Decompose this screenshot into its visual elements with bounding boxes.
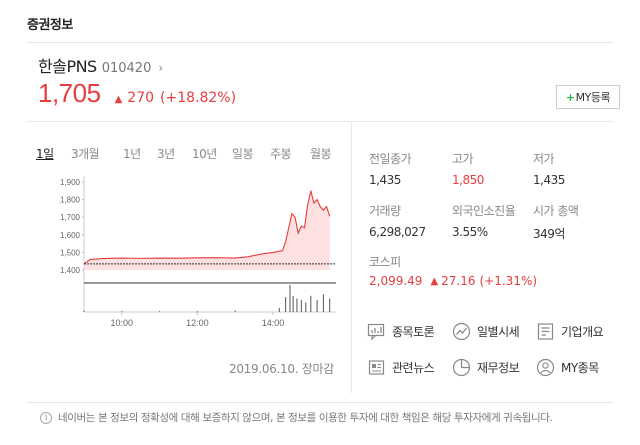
stat-high: 고가 1,850 (452, 150, 484, 187)
stat-market-cap: 시가 총액 349억 (533, 202, 579, 242)
link-discussion[interactable]: 종목토론 (367, 322, 435, 341)
up-triangle-icon: ▲ (114, 94, 123, 105)
link-financial-info[interactable]: 재무정보 (452, 358, 520, 377)
link-daily-price[interactable]: 일별시세 (452, 322, 520, 341)
link-related-news[interactable]: 관련뉴스 (367, 358, 435, 377)
stat-foreign-ratio: 외국인소진율 3.55% (452, 202, 516, 239)
tab-1day[interactable]: 1일 (36, 147, 54, 161)
tab-3years[interactable]: 3년 (157, 147, 175, 161)
intraday-chart[interactable]: 1,900 1,800 1,700 1,600 1,500 1,400 10:00 12:00… (40, 170, 340, 330)
stat-value: 349억 (533, 227, 565, 241)
link-label: 기업개요 (561, 325, 604, 339)
chart-date: 2019.06.10. 장마감 (229, 362, 334, 376)
chart-y-tick-label: 1,900 (60, 178, 81, 187)
chart-x-tick-label: 12:00 (186, 318, 209, 328)
stat-label: 거래량 (369, 204, 401, 218)
link-label: 재무정보 (477, 361, 520, 375)
current-price: 1,705 (38, 78, 101, 108)
info-icon: i (40, 411, 52, 424)
link-label: MY종목 (561, 361, 599, 375)
stat-value: 6,298,027 (369, 225, 426, 239)
link-label: 일별시세 (477, 325, 520, 339)
tab-weekly-candle[interactable]: 주봉 (270, 147, 292, 161)
link-my-stocks[interactable]: MY종목 (536, 358, 599, 377)
index-value-row: 2,099.49 ▲ 27.16 (+1.31%) (369, 274, 537, 288)
chart-y-tick-label: 1,800 (60, 196, 81, 205)
chart-y-tick-label: 1,600 (60, 231, 81, 240)
company-icon (536, 322, 555, 341)
chevron-right-icon[interactable]: › (158, 61, 164, 75)
stat-value: 3.55% (452, 225, 488, 239)
middle-divider (27, 121, 613, 122)
stat-prev-close: 전일종가 1,435 (369, 150, 412, 187)
index-change: 27.16 (441, 274, 476, 288)
chart-x-tick-label: 10:00 (111, 318, 134, 328)
chart-y-tick-label: 1,500 (60, 248, 81, 257)
stat-label: 시가 총액 (533, 204, 579, 218)
link-company-overview[interactable]: 기업개요 (536, 322, 604, 341)
stock-header-link[interactable]: 한솔PNS 010420 › (38, 53, 163, 77)
link-label: 관련뉴스 (392, 361, 435, 375)
plus-icon: + (565, 90, 575, 104)
chart-price-area (84, 190, 330, 270)
pie-icon (452, 358, 471, 377)
top-divider (27, 42, 613, 43)
disclaimer-text: 네이버는 본 정보의 정확성에 대해 보증하지 않으며, 본 정보를 이용한 투… (58, 412, 553, 424)
index-label-block: 코스피 (369, 253, 401, 276)
price-row: 1,705 ▲ 270 (+18.82%) (38, 78, 236, 109)
vertical-divider (351, 121, 352, 393)
stat-value: 1,435 (533, 173, 565, 187)
stat-label: 전일종가 (369, 152, 412, 166)
tab-3months[interactable]: 3개월 (71, 147, 100, 161)
index-label: 코스피 (369, 255, 401, 269)
stat-value: 1,850 (452, 173, 484, 187)
index-change-percent: (+1.31%) (479, 274, 538, 288)
add-my-stock-label: MY등록 (575, 91, 611, 104)
tab-1year[interactable]: 1년 (123, 147, 141, 161)
stat-label: 저가 (533, 152, 555, 166)
stat-volume: 거래량 6,298,027 (369, 202, 426, 239)
tab-daily-candle[interactable]: 일봉 (232, 147, 254, 161)
link-label: 종목토론 (392, 325, 435, 339)
change-percent: (+18.82%) (160, 90, 237, 106)
section-title: 증권정보 (27, 18, 73, 33)
stat-label: 고가 (452, 152, 474, 166)
tab-monthly-candle[interactable]: 월봉 (310, 147, 332, 161)
chart-y-tick-label: 1,700 (60, 213, 81, 222)
bottom-divider (27, 402, 613, 403)
news-icon (367, 358, 386, 377)
disclaimer: i 네이버는 본 정보의 정확성에 대해 보증하지 않으며, 본 정보를 이용한… (40, 410, 553, 425)
chart-price-line (83, 190, 331, 265)
person-icon (536, 358, 555, 377)
stat-label: 외국인소진율 (452, 204, 516, 218)
stock-code: 010420 (101, 61, 152, 76)
discussion-icon (367, 322, 386, 341)
change-amount: 270 (127, 90, 155, 106)
tab-10years[interactable]: 10년 (192, 147, 217, 161)
trend-icon (452, 322, 471, 341)
index-value: 2,099.49 (369, 274, 423, 288)
chart-x-tick-label: 14:00 (262, 318, 285, 328)
stat-value: 1,435 (369, 173, 401, 187)
up-triangle-icon: ▲ (430, 275, 439, 287)
add-my-stock-button[interactable]: + MY등록 (556, 85, 620, 109)
stock-name[interactable]: 한솔PNS (38, 57, 97, 76)
stat-low: 저가 1,435 (533, 150, 565, 187)
chart-y-tick-label: 1,400 (60, 266, 81, 275)
period-tabs: 1일 3개월 1년 3년 10년 일봉 주봉 월봉 (36, 145, 340, 162)
